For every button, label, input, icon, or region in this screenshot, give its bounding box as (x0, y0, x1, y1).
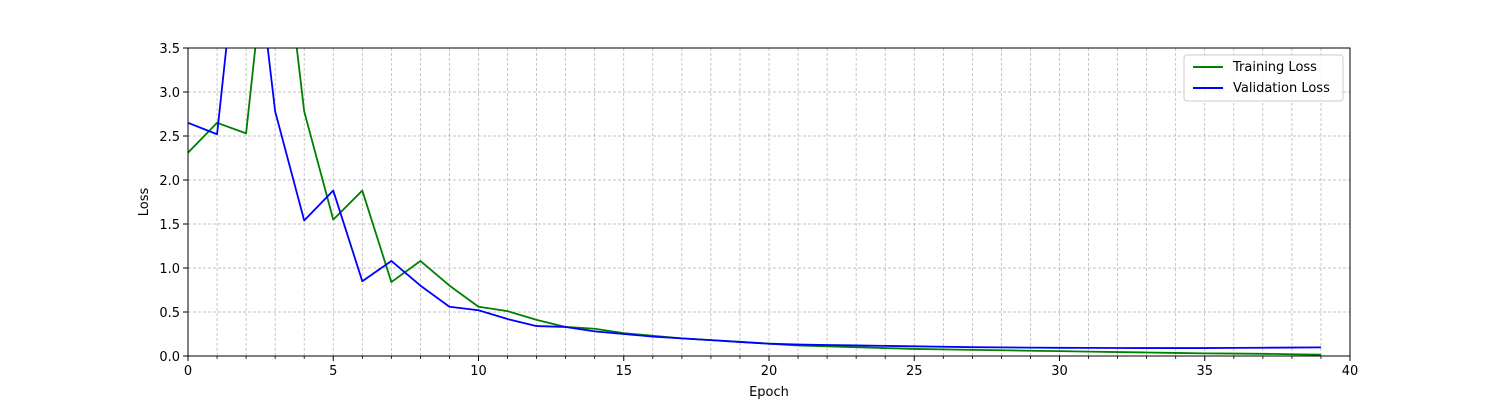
x-tick-label: 5 (329, 364, 337, 379)
x-tick-label: 0 (184, 364, 192, 379)
legend: Training Loss Validation Loss (1183, 54, 1344, 102)
legend-box (1183, 54, 1344, 102)
y-tick-label: 2.0 (159, 174, 180, 189)
y-tick-label: 2.5 (159, 130, 180, 145)
y-axis-title: Loss (137, 188, 152, 217)
x-tick-label: 20 (761, 364, 778, 379)
y-tick-label: 3.0 (159, 86, 180, 101)
grid (188, 48, 1350, 356)
x-tick-label: 15 (615, 364, 632, 379)
training-loss-line (188, 48, 1321, 356)
y-tick-label: 1.0 (159, 262, 180, 277)
x-tick-label: 25 (906, 364, 923, 379)
x-tick-label: 40 (1342, 364, 1359, 379)
y-tick-label: 0.5 (159, 306, 180, 321)
x-tick-label: 10 (470, 364, 487, 379)
validation-loss-line (188, 48, 1321, 349)
legend-label-validation: Validation Loss (1233, 81, 1330, 96)
y-tick-label: 3.5 (159, 42, 180, 57)
x-tick-label: 35 (1196, 364, 1213, 379)
x-tick-label: 30 (1051, 364, 1068, 379)
y-tick-label: 1.5 (159, 218, 180, 233)
y-tick-label: 0.0 (159, 350, 180, 365)
series-lines (188, 48, 1321, 356)
axis-ticks: 0 5 10 15 20 25 30 35 40 0.0 0.5 1.0 1.5 2.0 2.5 3.0 3.5 (159, 42, 1358, 379)
x-axis-title: Epoch (749, 385, 789, 400)
legend-label-training: Training Loss (1232, 60, 1317, 75)
